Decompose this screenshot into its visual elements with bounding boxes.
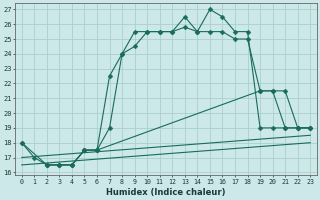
X-axis label: Humidex (Indice chaleur): Humidex (Indice chaleur) <box>106 188 226 197</box>
